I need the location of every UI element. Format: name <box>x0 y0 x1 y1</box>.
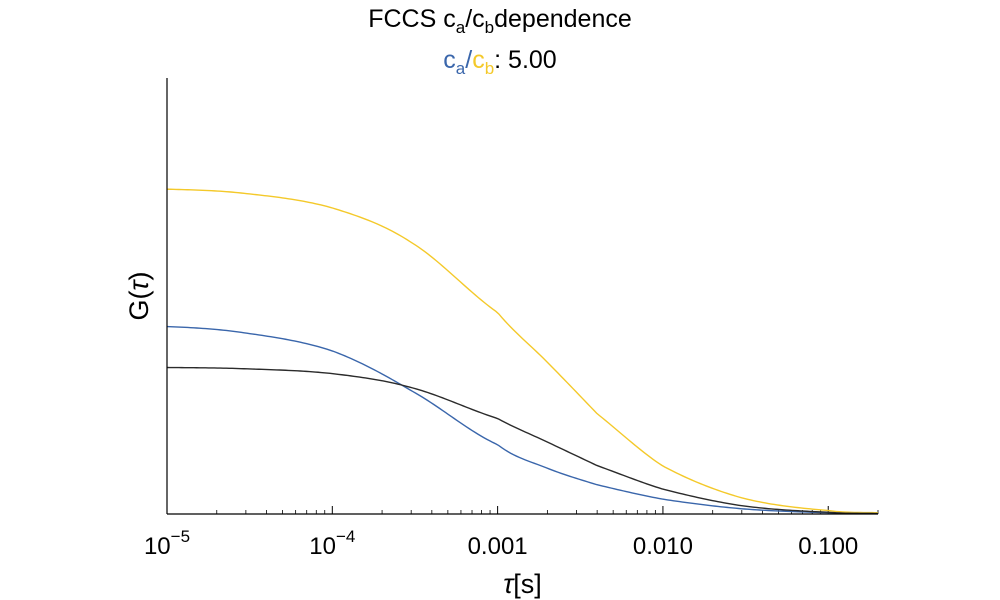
title-subscript-a: a <box>455 18 466 37</box>
x-tick-label-base: 10 <box>144 533 171 560</box>
x-tick-label: 0.010 <box>633 533 693 560</box>
curve-blue <box>166 325 879 515</box>
x-axis-label: τ[s] <box>503 569 542 599</box>
x-tick-label: 10−4 <box>309 527 355 560</box>
ratio-value: : 5.00 <box>494 46 557 74</box>
ratio-c-b-letter: c <box>472 46 485 74</box>
x-minor-ticks <box>216 510 879 514</box>
title-text-slash: /c <box>465 5 485 33</box>
ratio-label: ca/cb: 5.00 <box>0 45 1000 84</box>
curves <box>166 188 879 515</box>
x-tick-label: 0.001 <box>468 533 528 560</box>
y-axis-label-post: ) <box>124 271 154 280</box>
x-axis-label-var: τ <box>503 569 515 599</box>
ratio-c-a: ca <box>443 46 465 78</box>
curve-yellow <box>166 188 879 514</box>
title-text-rest: dependence <box>494 5 632 33</box>
ratio-slash: / <box>465 46 473 74</box>
x-tick-label: 0.100 <box>798 533 858 560</box>
x-tick-label-exponent: −5 <box>171 527 190 546</box>
ratio-c-a-subscript: a <box>455 59 466 78</box>
title-text-main: FCCS c <box>368 5 456 33</box>
x-tick-label-base: 10 <box>309 533 336 560</box>
ratio-c-b-subscript: b <box>484 59 495 78</box>
y-axis-label-var: τ <box>124 279 154 291</box>
x-axis-label-unit: [s] <box>513 569 542 599</box>
title-subscript-b: b <box>484 18 495 37</box>
x-tick-labels: 10−5 10−4 0.001 0.010 0.100 <box>144 527 858 560</box>
y-axis-label: G(τ) <box>124 271 154 320</box>
curve-black <box>166 366 879 515</box>
ratio-c-a-letter: c <box>443 46 456 74</box>
x-tick-label-exponent: −4 <box>336 527 355 546</box>
y-axis-label-pre: G( <box>124 291 154 321</box>
x-tick-label: 10−5 <box>144 527 190 560</box>
ratio-c-b: cb <box>472 46 494 78</box>
chart-title: FCCS ca/cbdependence <box>0 4 1000 43</box>
